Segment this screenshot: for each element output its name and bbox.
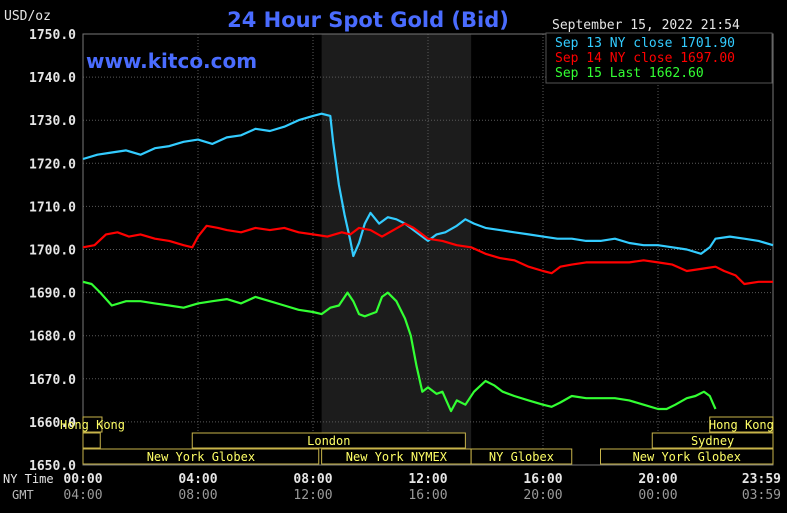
session-label: Hong Kong [709,418,774,432]
x-tick-label-gmt: 00:00 [638,488,677,503]
x-tick-label-gmt: 20:00 [523,488,562,503]
x-tick-label-gmt: 16:00 [408,488,447,503]
x-tick-label-gmt: 04:00 [63,488,102,503]
watermark: www.kitco.com [86,49,257,73]
x-tick-label-ny: 23:59 [742,472,781,487]
x-tick-label-gmt: 03:59 [742,488,781,503]
y-tick-label: 1680.0 [29,330,76,345]
y-tick-label: 1750.0 [29,28,76,43]
session-label: New York NYMEX [346,450,448,464]
series-line-sep14 [82,222,773,286]
timestamp-label: September 15, 2022 21:54 [552,18,740,33]
y-tick-label: 1670.0 [29,373,76,388]
session-label: Hong Kong [60,418,125,432]
x-tick-label-ny: 20:00 [638,472,677,487]
session-bar [191,432,466,449]
legend-entry-sep14: Sep 14 NY close 1697.00 [555,51,735,66]
x-tick-label-ny: 16:00 [523,472,562,487]
session-bar [651,432,774,449]
session-bar [600,448,774,465]
session-bar [82,416,103,433]
x-tick-label-ny: 04:00 [178,472,217,487]
legend-entry-sep15: Sep 15 Last 1662.60 [555,66,704,81]
y-tick-label: 1720.0 [29,157,76,172]
series-line-sep15 [82,280,717,413]
y-axis-tick-labels: 1650.0 1660.0 1670.0 1680.0 1690.0 1700.0 1710… [29,28,76,474]
session-label: Sydney [691,434,734,448]
y-tick-label: 1660.0 [29,416,76,431]
session-label: New York Globex [147,450,255,464]
y-tick-label: 1690.0 [29,287,76,302]
session-label: New York Globex [633,450,741,464]
legend-entry-sep13: Sep 13 NY close 1701.90 [555,36,735,51]
x-axis-tick-labels: 00:0004:0004:0008:0008:0012:0012:0016:00… [63,472,781,503]
x-tick-label-ny: 12:00 [408,472,447,487]
legend-box [545,32,773,84]
x-tick-label-ny: 00:00 [63,472,102,487]
session-bar [470,448,573,465]
x-tick-label-gmt: 08:00 [178,488,217,503]
y-tick-label: 1710.0 [29,200,76,215]
unit-label: USD/oz [4,9,51,24]
market-sessions: Hong Kong Hong Kong London Sydney New York G… [60,416,774,465]
gmt-label: GMT [12,488,34,502]
session-bar [82,448,320,465]
y-tick-label: 1650.0 [29,459,76,474]
y-tick-label: 1700.0 [29,244,76,259]
legend: Sep 13 NY close 1701.90 Sep 14 NY close … [545,32,773,84]
ny-time-label: NY Time [3,472,54,486]
session-label: NY Globex [489,450,554,464]
x-tick-label-gmt: 12:00 [293,488,332,503]
chart-title: 24 Hour Spot Gold (Bid) [227,8,509,32]
x-tick-label-ny: 08:00 [293,472,332,487]
y-tick-label: 1730.0 [29,114,76,129]
series-lines [82,112,774,413]
session-label: London [307,434,350,448]
y-tick-label: 1740.0 [29,71,76,86]
session-bar [82,432,101,449]
plot-frame [82,33,774,466]
session-bar [709,416,774,433]
